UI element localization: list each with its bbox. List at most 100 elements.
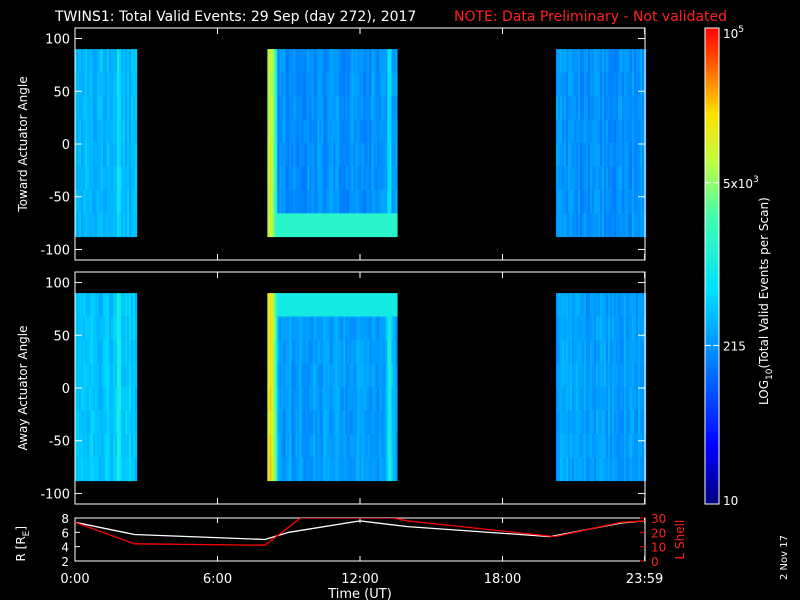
heatmap-cell [131,457,134,482]
heatmap-cell [639,340,643,364]
heatmap-cell [299,189,302,214]
heatmap-cell [339,72,342,97]
heatmap-cell [379,386,382,411]
heatmap-cell [365,142,368,167]
heatmap-cell [641,363,645,388]
heatmap-cell [283,316,286,341]
heatmap-cell [593,410,597,435]
heatmap-cell [641,119,645,144]
heatmap-cell [277,433,280,458]
heatmap-cell [119,142,122,167]
heatmap-cell [319,213,322,238]
heatmap-cell [95,316,98,341]
heatmap-cell [275,363,278,388]
heatmap-cell [291,457,294,482]
heatmap-cell [289,72,292,97]
heatmap-cell [627,293,631,317]
heatmap-cell [577,119,581,144]
heatmap-cell [617,166,621,191]
heatmap-cell [583,119,587,144]
heatmap-cell [623,142,627,167]
heatmap-cell [279,142,282,167]
heatmap-cell [133,166,136,191]
heatmap-cell [641,49,645,73]
heatmap-cell [341,142,344,167]
heatmap-cell [345,49,348,73]
heatmap-cell [373,96,376,120]
heatmap-cell [367,142,370,167]
heatmap-cell [377,72,380,97]
heatmap-cell [389,72,392,97]
heatmap-cell [619,166,623,191]
heatmap-cell [559,293,563,317]
heatmap-cell [607,363,611,388]
heatmap-cell [285,119,288,144]
heatmap-cell [615,386,619,411]
heatmap-cell [123,363,126,388]
heatmap-cell [123,433,126,458]
heatmap-cell [299,386,302,411]
heatmap-cell [89,293,92,317]
heatmap-cell [575,293,579,317]
heatmap-cell [599,410,603,435]
heatmap-cell [595,457,599,482]
heatmap-cell [309,213,312,238]
heatmap-cell [389,410,392,435]
heatmap-cell [329,363,332,388]
heatmap-cell [335,410,338,435]
heatmap-cell [605,386,609,411]
heatmap-cell [75,49,78,73]
heatmap-cell [633,340,637,364]
heatmap-cell [631,316,635,341]
heatmap-cell [395,142,398,167]
heatmap-cell [375,457,378,482]
heatmap-cell [567,293,571,317]
heatmap-cell [561,119,565,144]
heatmap-cell [127,119,130,144]
heatmap-cell [383,119,386,144]
heatmap-cell [623,340,627,364]
heatmap-cell [321,49,324,73]
heatmap-cell [587,410,591,435]
heatmap-cell [577,316,581,341]
heatmap-cell [571,119,575,144]
heatmap-cell [89,386,92,411]
heatmap-cell [573,433,577,458]
heatmap-cell [279,189,282,214]
heatmap-cell [571,363,575,388]
heatmap-cell [555,213,559,238]
heatmap-cell [383,49,386,73]
heatmap-cell [291,189,294,214]
heatmap-cell [637,293,641,317]
heatmap-cell [563,386,567,411]
y-tick-label: 50 [53,329,70,344]
heatmap-cell [135,72,138,97]
heatmap-cell [125,410,128,435]
heatmap-cell [307,386,310,411]
heatmap-cell [337,213,340,238]
heatmap-cell [609,363,613,388]
heatmap-cell [271,96,274,120]
heatmap-cell [345,166,348,191]
heatmap-cell [301,316,304,341]
heatmap-cell [327,410,330,435]
heatmap-cell [633,410,637,435]
heatmap-cell [561,72,565,97]
heatmap-cell [77,72,80,97]
heatmap-cell [131,363,134,388]
heatmap-cell [309,189,312,214]
heatmap-cell [395,457,398,482]
heatmap-cell [89,119,92,144]
heatmap-cell [369,166,372,191]
heatmap-cell [79,433,82,458]
heatmap-cell [293,457,296,482]
heatmap-cell [595,119,599,144]
heatmap-cell [287,410,290,435]
heatmap-cell [335,316,338,341]
heatmap-cell [299,213,302,238]
heatmap-cell [379,142,382,167]
heatmap-cell [339,293,342,317]
heatmap-cell [625,457,629,482]
heatmap-cell [391,96,394,120]
heatmap-cell [609,316,613,341]
